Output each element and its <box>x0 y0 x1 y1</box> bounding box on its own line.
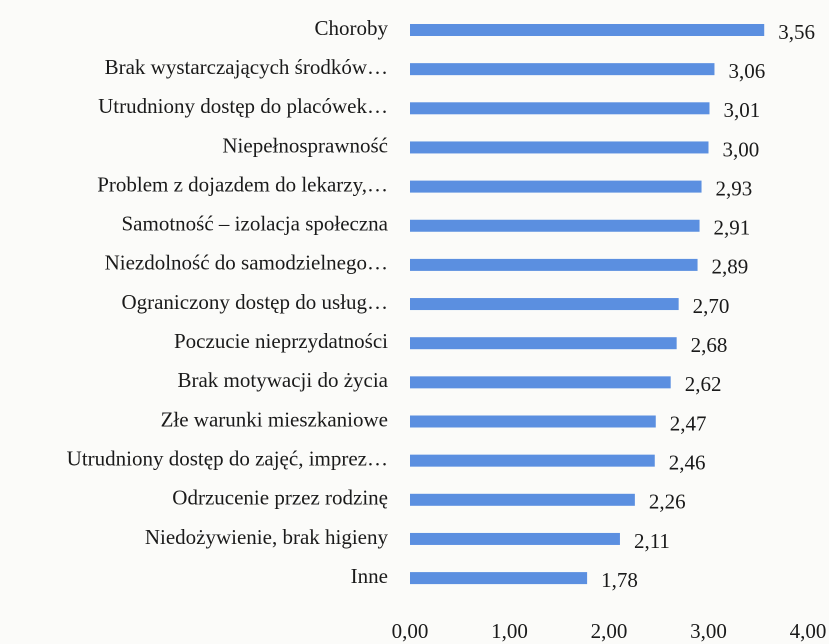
bar <box>410 63 715 76</box>
x-tick-label: 3,00 <box>690 619 727 643</box>
value-label: 1,78 <box>601 568 638 592</box>
value-label: 2,91 <box>714 216 751 240</box>
x-tick-label: 0,00 <box>392 619 429 643</box>
category-label: Utrudniony dostęp do placówek… <box>98 94 388 118</box>
bar <box>410 532 620 545</box>
bar <box>410 298 679 311</box>
x-tick-label: 1,00 <box>491 619 528 643</box>
value-label: 2,93 <box>716 176 753 200</box>
value-label: 2,46 <box>669 450 706 474</box>
value-label: 3,01 <box>723 98 760 122</box>
category-label: Odrzucenie przez rodzinę <box>172 486 388 510</box>
category-label: Brak wystarczających środków… <box>105 55 388 79</box>
category-label: Samotność – izolacja społeczna <box>122 212 389 236</box>
value-label: 2,62 <box>685 372 722 396</box>
value-label: 2,26 <box>649 490 686 514</box>
category-label: Poczucie nieprzydatności <box>174 329 388 353</box>
bar <box>410 141 709 154</box>
bar <box>410 572 588 585</box>
value-label: 3,06 <box>728 59 765 83</box>
value-label: 3,00 <box>723 137 760 161</box>
bar <box>410 258 698 271</box>
category-label: Złe warunki mieszkaniowe <box>161 407 388 431</box>
category-label: Niedożywienie, brak higieny <box>145 525 389 549</box>
value-label: 3,56 <box>778 20 815 44</box>
category-label: Utrudniony dostęp do zajęć, imprez… <box>67 446 388 470</box>
category-label: Problem z dojazdem do lekarzy,… <box>97 172 388 196</box>
category-label: Niezdolność do samodzielnego… <box>105 251 388 275</box>
value-label: 2,70 <box>693 294 730 318</box>
bar <box>410 376 671 389</box>
value-label: 2,47 <box>670 411 707 435</box>
category-label: Choroby <box>315 16 389 40</box>
bar <box>410 24 765 36</box>
x-tick-label: 2,00 <box>591 619 628 643</box>
category-label: Niepełnosprawność <box>222 133 388 157</box>
category-label: Inne <box>351 564 388 588</box>
bar <box>410 415 656 428</box>
value-label: 2,89 <box>712 255 749 279</box>
bar <box>410 493 635 506</box>
bar <box>410 180 702 193</box>
value-label: 2,68 <box>691 333 728 357</box>
value-label: 2,11 <box>634 529 670 553</box>
bar <box>410 337 677 350</box>
bar <box>410 454 655 467</box>
bar <box>410 219 700 232</box>
category-label: Ograniczony dostęp do usług… <box>121 290 388 314</box>
bar <box>410 102 710 115</box>
x-tick-label: 4,00 <box>790 619 827 643</box>
category-label: Brak motywacji do życia <box>177 368 388 392</box>
